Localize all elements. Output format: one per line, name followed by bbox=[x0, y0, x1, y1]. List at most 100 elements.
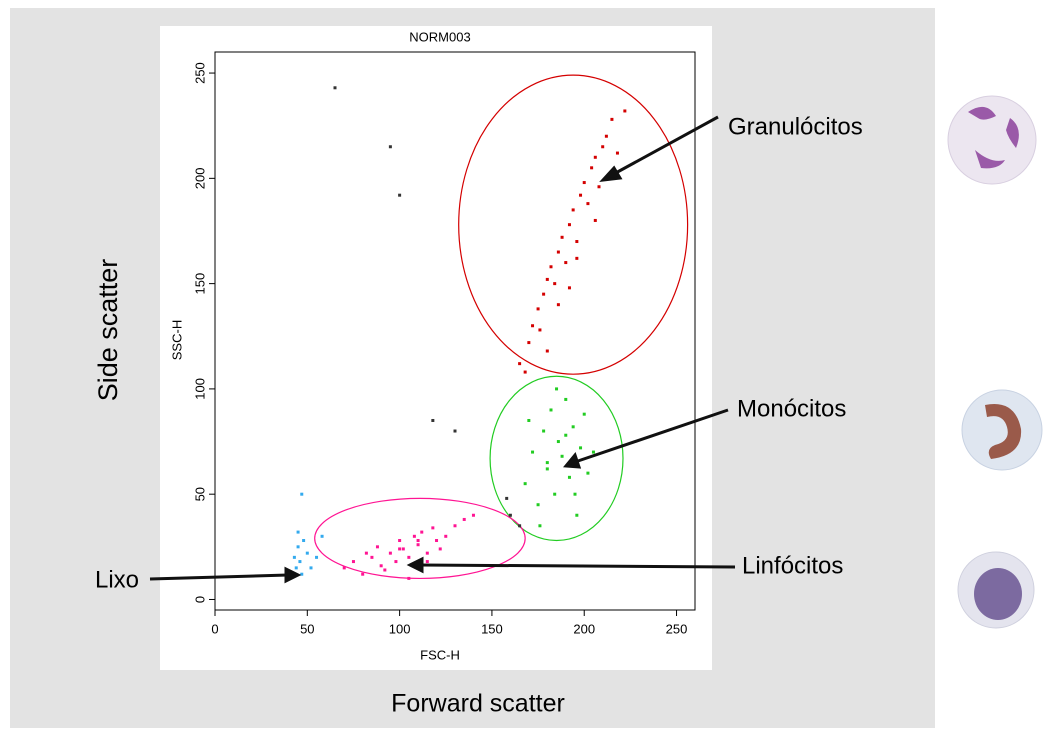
event-dot bbox=[536, 307, 540, 311]
event-dot bbox=[586, 202, 590, 206]
event-dot bbox=[292, 555, 296, 559]
gate bbox=[458, 74, 689, 375]
event-dot bbox=[302, 539, 306, 543]
event-dot bbox=[615, 151, 619, 155]
event-dot bbox=[623, 109, 627, 113]
event-dot bbox=[401, 547, 405, 551]
event-dot bbox=[351, 560, 355, 564]
event-dot bbox=[364, 551, 368, 555]
event-dot bbox=[573, 492, 577, 496]
event-dot bbox=[545, 277, 549, 281]
arrowhead bbox=[563, 451, 582, 469]
event-dot bbox=[315, 555, 319, 559]
event-dot bbox=[523, 370, 527, 374]
event-dot bbox=[523, 482, 527, 486]
event-dot bbox=[298, 560, 302, 564]
event-dot bbox=[545, 349, 549, 353]
event-dot bbox=[582, 412, 586, 416]
event-dot bbox=[527, 341, 531, 345]
event-dot bbox=[556, 440, 560, 444]
x-tick-label: 50 bbox=[300, 621, 314, 636]
event-dot bbox=[564, 433, 568, 437]
cell-images bbox=[947, 95, 1043, 629]
event-dot bbox=[531, 324, 535, 328]
arrowhead bbox=[284, 566, 302, 584]
event-dot bbox=[545, 461, 549, 465]
event-dot bbox=[309, 566, 313, 570]
arrows bbox=[149, 115, 736, 584]
event-dot bbox=[320, 534, 324, 538]
event-dot bbox=[556, 250, 560, 254]
event-dot bbox=[593, 155, 597, 159]
event-dot bbox=[575, 256, 579, 260]
event-dot bbox=[579, 193, 583, 197]
lymphocyte-nucleus bbox=[974, 568, 1022, 620]
event-dot bbox=[597, 185, 601, 189]
event-dot bbox=[575, 513, 579, 517]
event-dot bbox=[586, 471, 590, 475]
event-dot bbox=[412, 534, 416, 538]
event-dot bbox=[549, 265, 553, 269]
x-axis-label: FSC-H bbox=[420, 647, 460, 662]
population-label: Monócitos bbox=[737, 395, 846, 422]
event-dot bbox=[542, 292, 546, 296]
event-dot bbox=[431, 418, 435, 422]
arrow bbox=[611, 115, 719, 177]
population-label: Granulócitos bbox=[728, 113, 863, 140]
event-dot bbox=[462, 517, 466, 521]
event-dot bbox=[300, 572, 304, 576]
event-dot bbox=[370, 555, 374, 559]
gate bbox=[314, 497, 526, 580]
event-dot bbox=[407, 555, 411, 559]
event-dot bbox=[571, 208, 575, 212]
event-dot bbox=[379, 564, 383, 568]
event-dot bbox=[508, 513, 512, 517]
event-dot bbox=[388, 551, 392, 555]
y-axis-title: Side scatter bbox=[93, 259, 123, 402]
event-dot bbox=[610, 117, 614, 121]
chart-title: NORM003 bbox=[409, 29, 470, 44]
x-tick-label: 100 bbox=[389, 621, 411, 636]
event-dot bbox=[453, 524, 457, 528]
event-dot bbox=[388, 145, 392, 149]
event-dot bbox=[582, 181, 586, 185]
event-dot bbox=[560, 454, 564, 458]
event-dot bbox=[564, 397, 568, 401]
event-dot bbox=[571, 425, 575, 429]
y-tick-label: 250 bbox=[192, 62, 207, 84]
event-dot bbox=[444, 534, 448, 538]
gate bbox=[489, 375, 624, 542]
event-dot bbox=[549, 408, 553, 412]
event-dot bbox=[438, 547, 442, 551]
event-dot bbox=[555, 387, 559, 391]
event-dot bbox=[536, 503, 540, 507]
event-dot bbox=[593, 218, 597, 222]
event-dot bbox=[579, 446, 583, 450]
event-dot bbox=[394, 560, 398, 564]
plot-frame bbox=[214, 51, 696, 611]
event-dot bbox=[556, 303, 560, 307]
arrow bbox=[419, 563, 736, 569]
population-label: Lixo bbox=[95, 566, 139, 593]
event-dot bbox=[425, 551, 429, 555]
arrowhead bbox=[406, 556, 424, 574]
monocyte-nucleus bbox=[985, 404, 1022, 459]
event-dot bbox=[567, 223, 571, 227]
event-dot bbox=[361, 572, 365, 576]
event-dot bbox=[553, 282, 557, 286]
x-tick-label: 200 bbox=[573, 621, 595, 636]
plot-panel bbox=[160, 26, 712, 670]
event-dot bbox=[416, 539, 420, 543]
event-dot bbox=[420, 530, 424, 534]
y-tick-label: 100 bbox=[192, 378, 207, 400]
event-dot bbox=[560, 235, 564, 239]
event-dot bbox=[425, 560, 429, 564]
x-axis-title: Forward scatter bbox=[391, 690, 565, 718]
event-dot bbox=[538, 524, 542, 528]
event-dot bbox=[453, 429, 457, 433]
y-tick-label: 0 bbox=[192, 596, 207, 603]
event-dot bbox=[567, 286, 571, 290]
event-dot bbox=[575, 240, 579, 244]
event-dot bbox=[591, 450, 595, 454]
event-dot bbox=[375, 545, 379, 549]
